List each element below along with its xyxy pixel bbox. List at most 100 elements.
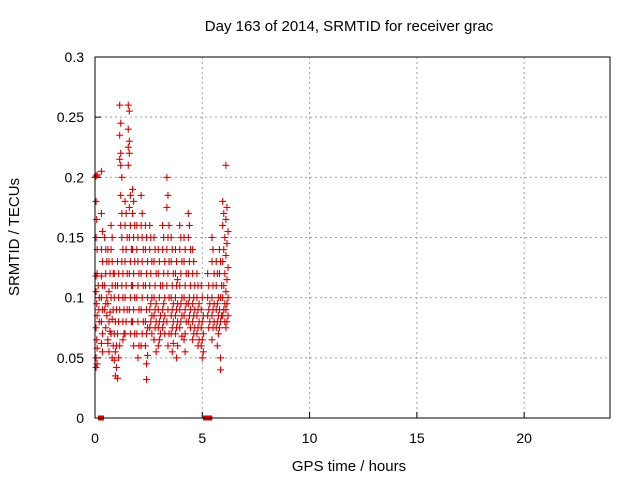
data-point: [152, 348, 160, 356]
data-point: [181, 348, 189, 356]
data-point: [185, 221, 193, 229]
data-point: [102, 324, 110, 332]
data-point: [181, 330, 189, 338]
data-point: [208, 234, 216, 241]
data-point: [204, 270, 212, 278]
data-point: [116, 131, 124, 139]
data-point: [221, 234, 229, 241]
y-tick-label: 0.3: [65, 49, 85, 65]
data-point: [159, 324, 167, 332]
data-point: [198, 318, 206, 326]
x-tick-label: 20: [516, 430, 532, 446]
data-point: [224, 264, 232, 272]
data-point: [117, 119, 125, 127]
data-point: [150, 234, 158, 241]
data-point: [169, 339, 177, 347]
chart-title: Day 163 of 2014, SRMTID for receiver gra…: [205, 18, 494, 35]
y-axis-label: SRMTID / TECUs: [6, 178, 23, 296]
data-point: [126, 191, 134, 199]
data-point: [160, 300, 168, 308]
data-point: [198, 336, 206, 344]
data-point: [193, 312, 201, 320]
data-point: [220, 282, 228, 290]
data-point: [161, 312, 169, 320]
data-point: [97, 167, 105, 175]
data-point: [125, 107, 133, 115]
data-point: [199, 348, 207, 356]
data-point: [129, 209, 137, 217]
data-point: [97, 209, 105, 217]
y-tick-label: 0: [76, 410, 84, 426]
data-point: [93, 336, 101, 344]
data-point: [99, 227, 107, 235]
data-point: [180, 336, 188, 344]
data-point: [117, 161, 125, 169]
data-point: [99, 330, 107, 338]
x-tick-label: 10: [302, 430, 318, 446]
data-point: [92, 324, 100, 332]
data-point: [110, 356, 118, 364]
plot-frame: [94, 56, 611, 419]
data-points: [91, 101, 232, 421]
data-point: [197, 342, 205, 350]
data-point: [124, 101, 132, 109]
data-point: [92, 172, 100, 180]
data-point: [193, 330, 201, 338]
data-point: [108, 234, 116, 241]
data-point: [103, 312, 111, 320]
data-point: [195, 300, 203, 308]
y-tick-label: 0.1: [65, 290, 85, 306]
data-point: [168, 348, 176, 356]
data-point: [154, 342, 162, 350]
data-point: [97, 318, 105, 326]
data-point: [189, 246, 197, 254]
y-tick-label: 0.25: [57, 109, 84, 125]
data-point: [104, 300, 112, 308]
data-point: [219, 197, 227, 205]
data-point: [144, 351, 152, 359]
data-point: [224, 294, 232, 302]
data-point: [176, 324, 184, 332]
data-point: [189, 336, 197, 344]
data-point: [215, 324, 223, 332]
data-point: [163, 318, 171, 326]
data-point: [93, 215, 101, 223]
data-point: [129, 185, 137, 193]
data-point: [93, 300, 101, 308]
data-point: [130, 197, 138, 205]
data-point: [117, 149, 125, 157]
data-point: [197, 282, 205, 290]
data-point: [125, 203, 133, 211]
data-point: [124, 161, 132, 169]
data-point: [150, 312, 158, 320]
data-point: [184, 209, 192, 217]
data-point: [114, 330, 122, 338]
data-point: [214, 330, 222, 338]
data-point: [111, 348, 119, 356]
data-point: [217, 354, 225, 362]
data-point: [176, 221, 184, 229]
x-tick-label: 5: [198, 430, 206, 446]
data-point: [116, 155, 124, 163]
data-point: [114, 374, 122, 382]
data-point: [209, 246, 217, 254]
data-point: [152, 300, 160, 308]
data-point: [208, 294, 216, 302]
data-point: [155, 336, 163, 344]
data-point: [220, 246, 228, 254]
data-point: [167, 234, 175, 241]
data-point: [97, 272, 105, 280]
data-point: [121, 197, 129, 205]
data-point: [217, 366, 225, 374]
data-point: [222, 324, 230, 332]
data-point: [115, 354, 123, 362]
data-point: [197, 324, 205, 332]
data-point: [163, 173, 171, 181]
data-point: [184, 234, 192, 241]
data-point: [189, 318, 197, 326]
data-point: [173, 354, 181, 362]
data-point: [223, 240, 231, 248]
data-point: [197, 306, 205, 314]
data-point: [92, 354, 100, 362]
